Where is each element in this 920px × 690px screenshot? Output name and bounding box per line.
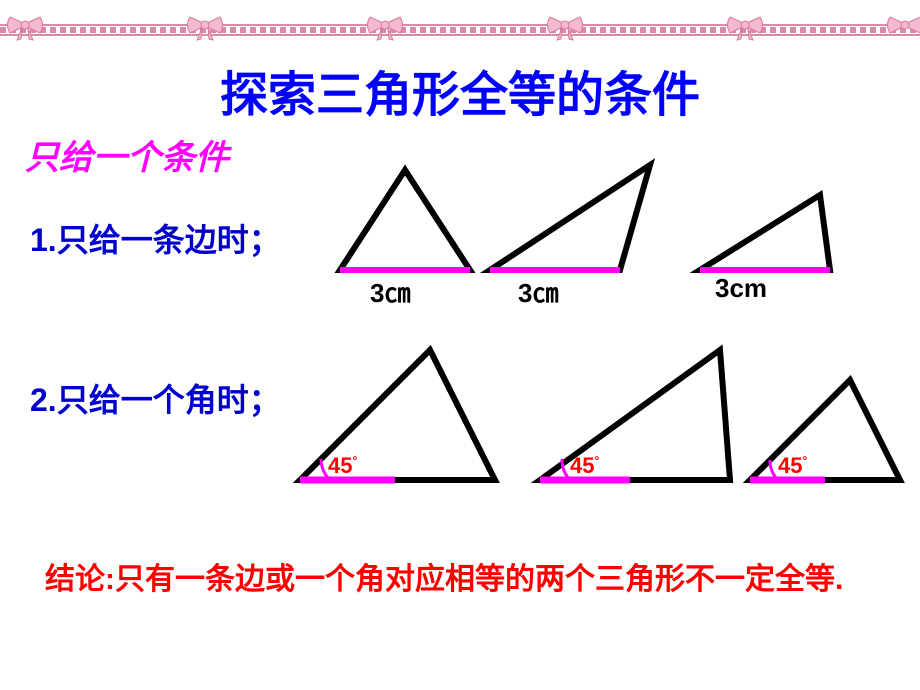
triangle-angle-3 <box>750 380 900 480</box>
page-title: 探索三角形全等的条件 <box>0 55 920 125</box>
side-label-2: 3㎝ <box>518 273 558 310</box>
ribbon-border <box>0 0 920 50</box>
triangle-angle-2 <box>540 350 730 480</box>
triangle-row-sides: 3㎝ 3㎝ 3cm <box>0 155 920 310</box>
angle-label-3: 45° <box>778 453 807 479</box>
side-label-1: 3㎝ <box>370 273 410 310</box>
conclusion: 结论:只有一条边或一个角对应相等的两个三角形不一定全等. <box>45 560 885 599</box>
angle-label-1: 45° <box>328 453 357 479</box>
triangle-side-1 <box>340 170 470 270</box>
triangle-side-3 <box>700 195 830 270</box>
angle-label-2: 45° <box>570 453 599 479</box>
triangle-side-2 <box>490 165 650 270</box>
side-label-3: 3cm <box>715 273 767 304</box>
triangle-row-angles: 45° 45° 45° <box>0 335 920 515</box>
